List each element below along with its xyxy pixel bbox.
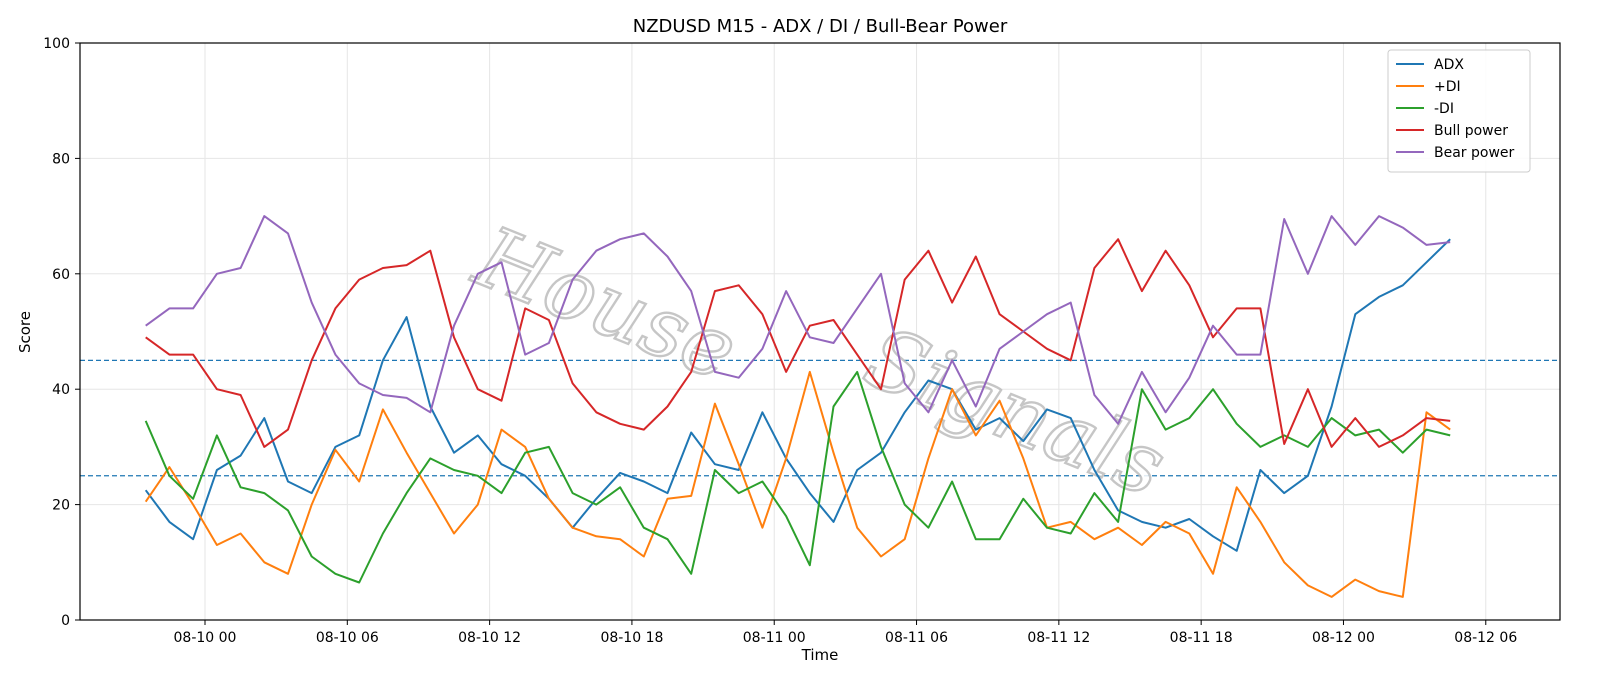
reference-lines: [80, 359, 1560, 477]
y-tick-label: 0: [61, 613, 70, 629]
x-tick-label: 08-11 18: [1170, 630, 1233, 646]
series-line--di: [144, 370, 1451, 584]
y-axis-title: Score: [16, 311, 34, 353]
legend: ADX +DI -DI Bull power Bear power: [1387, 49, 1531, 173]
x-tick-label: 08-12 00: [1312, 630, 1375, 646]
x-tick-label: 08-11 00: [743, 630, 806, 646]
series-line-bull-power: [145, 238, 1451, 448]
chart-title: NZDUSD M15 - ADX / DI / Bull-Bear Power: [633, 16, 1008, 37]
x-tick-label: 08-11 06: [885, 630, 948, 646]
legend-label: Bear power: [1434, 145, 1515, 161]
x-axis-title: Time: [801, 646, 839, 664]
y-tick-label: 20: [52, 498, 70, 514]
y-tick-label: 40: [52, 382, 70, 398]
x-tick-label: 08-10 00: [174, 630, 237, 646]
legend-box: [1387, 49, 1531, 173]
x-tick-label: 08-10 12: [458, 630, 521, 646]
x-tick-label: 08-12 06: [1454, 630, 1517, 646]
y-tick-label: 80: [52, 151, 70, 167]
series-line--di: [144, 370, 1451, 598]
legend-label: -DI: [1434, 101, 1454, 117]
legend-label: Bull power: [1434, 123, 1508, 139]
legend-label: ADX: [1434, 57, 1464, 73]
y-tick-label: 60: [52, 267, 70, 283]
series-layer: [144, 215, 1451, 598]
legend-label: +DI: [1434, 79, 1461, 95]
x-tick-label: 08-11 12: [1027, 630, 1090, 646]
series-line-adx: [144, 238, 1451, 552]
tick-layer: 0 20 40 60 80 100 08-10 00 08-10 06 08-10 12 08-1…: [43, 36, 1517, 646]
x-tick-label: 08-10 06: [316, 630, 379, 646]
y-tick-label: 100: [43, 36, 70, 52]
x-tick-label: 08-10 18: [600, 630, 663, 646]
plot-frame: [79, 42, 1561, 621]
series-line-bear-power: [145, 215, 1451, 425]
